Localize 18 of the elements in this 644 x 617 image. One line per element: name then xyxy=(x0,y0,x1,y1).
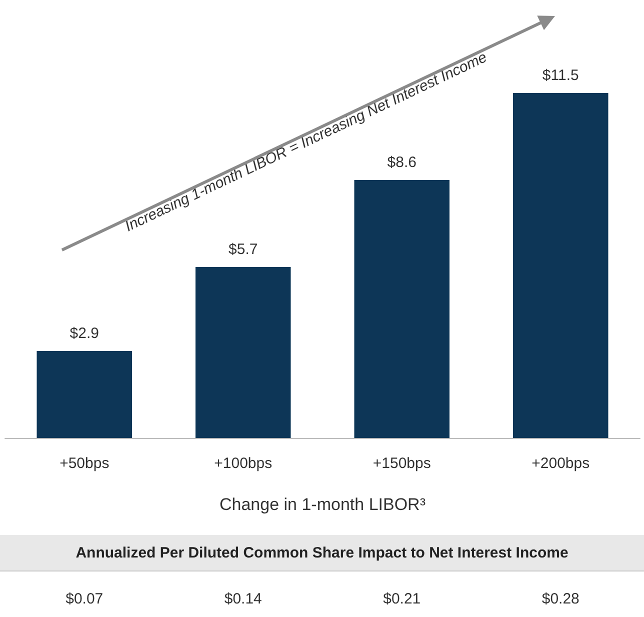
bar xyxy=(354,180,450,438)
data-label: $8.6 xyxy=(387,154,416,171)
x-axis-title: Change in 1-month LIBOR³ xyxy=(220,495,426,514)
text: $0.28 xyxy=(542,590,580,608)
text: $0.07 xyxy=(66,590,104,608)
text: Annualized Per Diluted Common Share Impact to Net Interest Income xyxy=(76,544,568,562)
x-tick-label: +150bps xyxy=(372,455,431,472)
data-label: $2.9 xyxy=(70,325,99,342)
bar xyxy=(513,93,608,438)
text: $0.21 xyxy=(383,590,421,608)
data-label: $5.7 xyxy=(228,241,258,258)
bar xyxy=(196,267,291,438)
x-tick-label: +100bps xyxy=(214,455,272,472)
x-tick-label: +200bps xyxy=(532,455,590,472)
text: $0.14 xyxy=(224,590,262,608)
bar xyxy=(36,351,132,438)
data-label: $11.5 xyxy=(542,67,579,84)
x-tick-label: +50bps xyxy=(60,455,110,472)
